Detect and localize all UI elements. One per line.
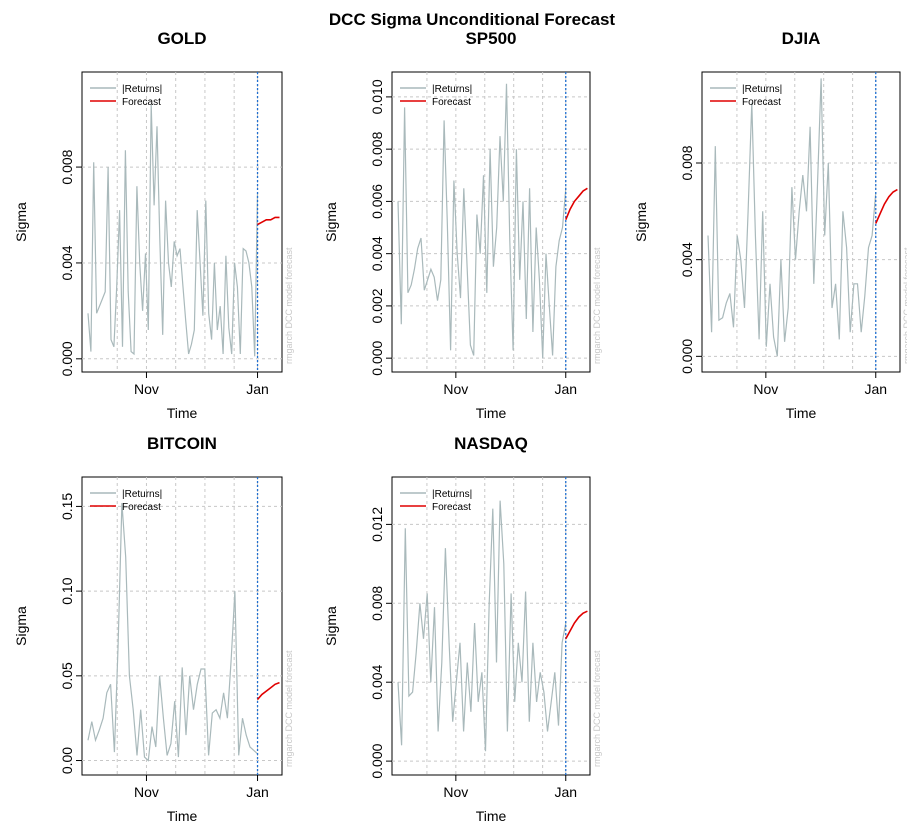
legend-label-returns: |Returns| (432, 489, 472, 500)
x-tick-label: Nov (443, 784, 468, 800)
panel-title: GOLD (157, 29, 206, 48)
panel-nasdaq: 0.000 0.004 0.008 0.012 Nov Jan |Returns| Forec… (323, 434, 602, 824)
x-tick-label: Jan (246, 784, 269, 800)
y-tick-label: 0.008 (369, 131, 385, 166)
plot-frame (391, 476, 591, 776)
panel-title: NASDAQ (454, 434, 528, 453)
legend-label-returns: |Returns| (122, 489, 162, 500)
y-tick-label: 0.010 (369, 79, 385, 114)
legend-label-forecast: Forecast (742, 97, 781, 108)
plot-frame (391, 71, 591, 373)
returns-line (87, 502, 258, 762)
y-tick-label: 0.004 (369, 236, 385, 271)
forecast-line (565, 610, 588, 640)
x-tick-label: Nov (134, 381, 159, 397)
plot-frame (81, 476, 283, 776)
y-tick-label: 0.008 (59, 149, 75, 184)
returns-line (397, 500, 567, 752)
forecast-line (565, 187, 588, 221)
forecast-line (256, 681, 280, 701)
x-tick-label: Nov (753, 381, 778, 397)
panel-djia: 0.000 0.004 0.008 Nov Jan |Returns| Forecast DJ… (633, 29, 907, 421)
x-tick-label: Jan (864, 381, 887, 397)
x-axis-label: Time (786, 405, 817, 421)
y-tick-label: 0.05 (59, 662, 75, 689)
figure-title: DCC Sigma Unconditional Forecast (329, 10, 616, 29)
returns-line (87, 104, 259, 357)
y-tick-label: 0.000 (59, 341, 75, 376)
panel-sp500: 0.000 0.002 0.004 0.006 0.008 0.010 Nov Jan |Ret… (323, 29, 602, 421)
y-tick-label: 0.012 (369, 507, 385, 542)
y-tick-label: 0.000 (369, 743, 385, 778)
y-axis-label: Sigma (323, 202, 339, 242)
legend-label-returns: |Returns| (122, 84, 162, 95)
legend-label-forecast: Forecast (122, 97, 161, 108)
returns-line (397, 83, 567, 359)
returns-line (707, 78, 877, 357)
x-axis-label: Time (476, 808, 507, 824)
panel-gold: 0.000 0.004 0.008 Nov Jan |Returns| Forecast GO… (13, 29, 294, 421)
y-tick-label: 0.000 (369, 340, 385, 375)
y-axis-label: Sigma (13, 202, 29, 242)
legend-label-forecast: Forecast (432, 502, 471, 513)
y-tick-label: 0.004 (679, 242, 695, 277)
plot-frame (81, 71, 283, 373)
y-tick-label: 0.004 (59, 245, 75, 280)
x-tick-label: Jan (554, 381, 577, 397)
legend-label-forecast: Forecast (122, 502, 161, 513)
y-tick-label: 0.15 (59, 493, 75, 520)
y-tick-label: 0.10 (59, 577, 75, 604)
forecast-line (257, 216, 280, 226)
y-axis-label: Sigma (323, 606, 339, 646)
x-axis-label: Time (167, 405, 198, 421)
y-tick-label: 0.00 (59, 747, 75, 774)
y-tick-label: 0.002 (369, 288, 385, 323)
y-tick-label: 0.008 (679, 145, 695, 180)
panel-bitcoin: 0.00 0.05 0.10 0.15 Nov Jan |Returns| Forecast B… (13, 434, 294, 824)
y-tick-label: 0.006 (369, 184, 385, 219)
y-tick-label: 0.004 (369, 664, 385, 699)
plot-frame (701, 71, 901, 373)
y-axis-label: Sigma (13, 606, 29, 646)
y-axis-label: Sigma (633, 202, 649, 242)
x-tick-label: Jan (554, 784, 577, 800)
forecast-line (875, 188, 898, 224)
x-axis-label: Time (167, 808, 198, 824)
side-note-text: rmgarch DCC model forecast (284, 247, 294, 364)
side-note-text: rmgarch DCC model forecast (592, 247, 602, 364)
x-tick-label: Nov (134, 784, 159, 800)
panel-title: SP500 (465, 29, 516, 48)
side-note-text: rmgarch DCC model forecast (902, 247, 907, 364)
panel-title: BITCOIN (147, 434, 217, 453)
side-note-text: rmgarch DCC model forecast (592, 650, 602, 767)
panel-title: DJIA (782, 29, 821, 48)
legend-label-returns: |Returns| (432, 84, 472, 95)
x-tick-label: Nov (443, 381, 468, 397)
legend-label-returns: |Returns| (742, 84, 782, 95)
side-note-text: rmgarch DCC model forecast (284, 650, 294, 767)
y-tick-label: 0.008 (369, 586, 385, 621)
x-tick-label: Jan (246, 381, 269, 397)
legend-label-forecast: Forecast (432, 97, 471, 108)
x-axis-label: Time (476, 405, 507, 421)
y-tick-label: 0.000 (679, 339, 695, 374)
